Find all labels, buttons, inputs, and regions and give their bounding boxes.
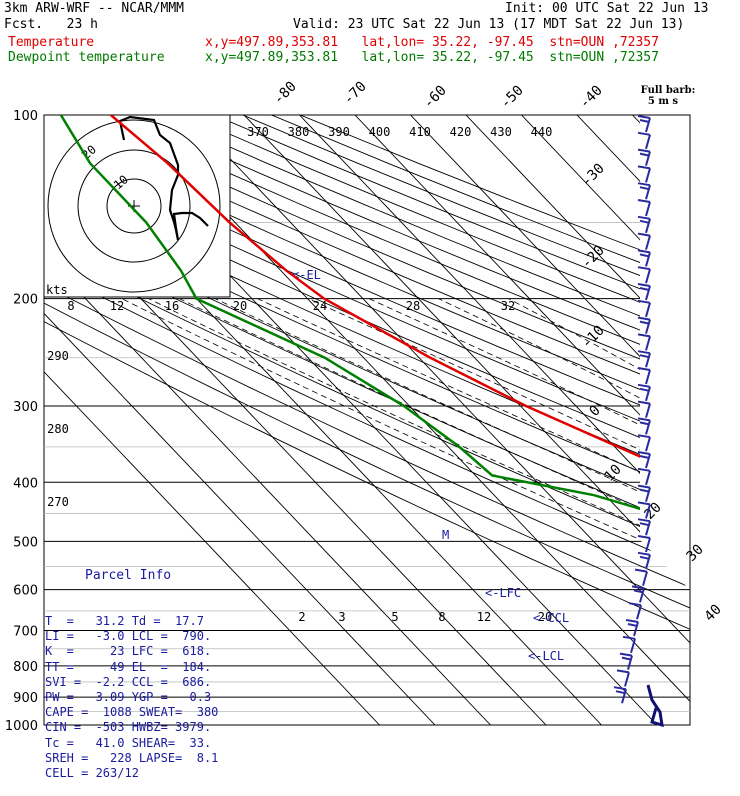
theta-tick-label: 420 [450, 125, 472, 139]
parcel-info-row: CIN = -503 HWBZ= 3979. [45, 720, 237, 735]
pressure-tick-label: 300 [13, 400, 38, 415]
level-annotation: <-LFC [485, 586, 521, 600]
pressure-tick-label: 400 [13, 476, 38, 491]
mixing-ratio-label: 2 [298, 610, 305, 624]
pressure-tick-label: 500 [13, 535, 38, 550]
mixing-ratio-label: 3 [338, 610, 345, 624]
temperature-tick-label: -70 [341, 79, 370, 108]
level-annotation: M [442, 528, 449, 542]
barb-legend-label: Full barb: [641, 85, 696, 96]
level-annotation: <-CCL [533, 611, 569, 625]
upper-scale-label: 8 [67, 299, 74, 313]
theta-tick-label: 390 [328, 125, 350, 139]
temperature-tick-label: -80 [271, 79, 300, 108]
parcel-info-row: CELL = 263/12 [45, 766, 237, 781]
parcel-info-row: LI = -3.0 LCL = 790. [45, 629, 237, 644]
mixing-ratio-label: 8 [438, 610, 445, 624]
upper-scale-label: 28 [406, 299, 420, 313]
theta-tick-label: 410 [409, 125, 431, 139]
pressure-tick-label: 800 [13, 660, 38, 675]
parcel-info-row: K = 23 LFC = 618. [45, 644, 237, 659]
mixing-ratio-label: 5 [391, 610, 398, 624]
parcel-info-row: Tc = 41.0 SHEAR= 33. [45, 736, 237, 751]
pressure-tick-label: 600 [13, 584, 38, 599]
temperature-tick-label: -40 [577, 83, 606, 112]
pressure-tick-label: 200 [13, 293, 38, 308]
upper-scale-label: 20 [233, 299, 247, 313]
temperature-tick-label: -50 [498, 83, 527, 112]
theta-tick-label: 290 [47, 349, 69, 363]
barb-legend-unit: 5 m s [648, 96, 679, 107]
temperature-tick-label: 40 [702, 602, 725, 625]
parcel-info-row: T = 31.2 Td = 17.7 [45, 614, 237, 629]
pressure-tick-label: 900 [13, 691, 38, 706]
pressure-tick-label: 100 [13, 109, 38, 124]
mixing-ratio-label: 12 [477, 610, 491, 624]
theta-tick-label: 280 [47, 422, 69, 436]
hodograph-unit: kts [46, 283, 68, 297]
parcel-info-row: CAPE = 1088 SWEAT= 380 [45, 705, 237, 720]
level-annotation: <-LCL [528, 649, 564, 663]
pressure-tick-label: 1000 [5, 719, 38, 734]
isotherm-line [688, 115, 740, 725]
pressure-tick-label: 700 [13, 625, 38, 640]
theta-tick-label: 440 [531, 125, 553, 139]
theta-tick-label: 430 [490, 125, 512, 139]
upper-scale-label: 24 [313, 299, 327, 313]
theta-tick-label: 400 [369, 125, 391, 139]
level-annotation: <-EL [292, 268, 321, 282]
parcel-info-row: TT = 49 EL = 184. [45, 660, 237, 675]
theta-tick-label: 270 [47, 495, 69, 509]
parcel-info-row: SREH = 228 LAPSE= 8.1 [45, 751, 237, 766]
upper-scale-label: 32 [501, 299, 515, 313]
parcel-info-row: PW = 3.09 YGP = 0.3 [45, 690, 237, 705]
parcel-info-row: SVI = -2.2 CCL = 686. [45, 675, 237, 690]
upper-scale-label: 16 [165, 299, 179, 313]
upper-scale-label: 12 [110, 299, 124, 313]
parcel-info-title: Parcel Info [45, 568, 237, 583]
temperature-tick-label: -60 [421, 83, 450, 112]
theta-tick-label: 380 [288, 125, 310, 139]
theta-tick-label: 370 [247, 125, 269, 139]
